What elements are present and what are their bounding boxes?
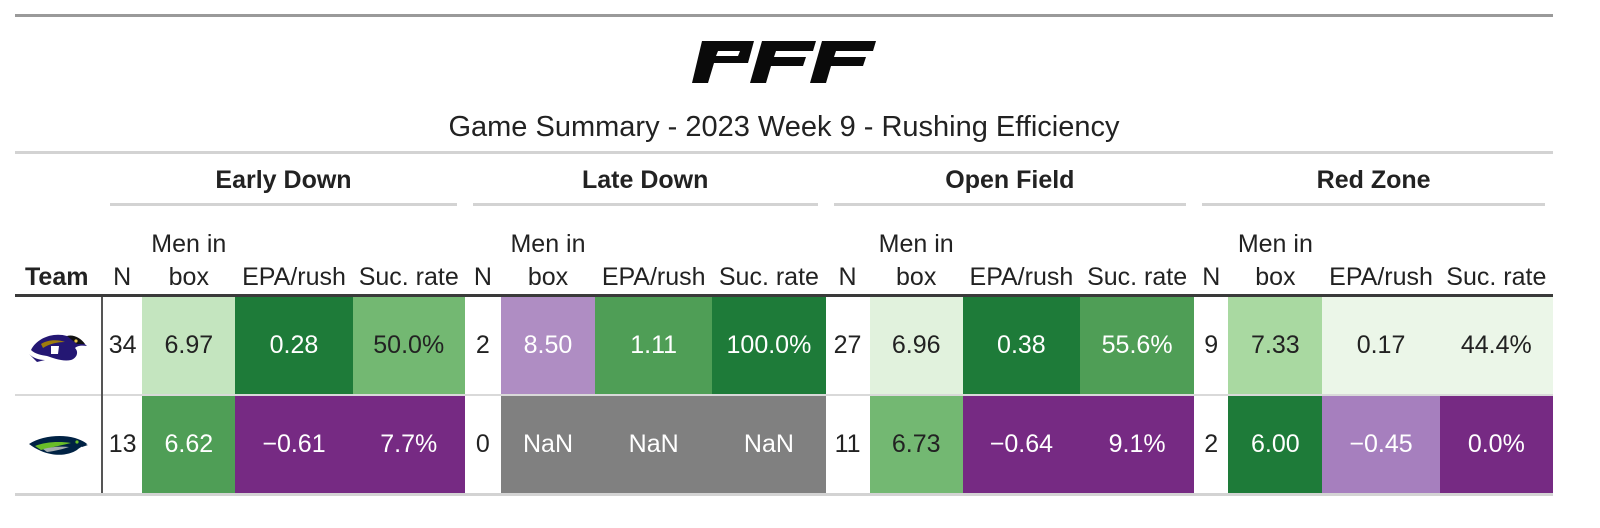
men-in-box-line1: Men in [1237, 230, 1313, 258]
cell-n: 2 [1194, 394, 1229, 496]
game-summary-card: Game Summary - 2023 Week 9 - Rushing Eff… [15, 14, 1553, 496]
cell-success-rate: 0.0% [1439, 394, 1553, 496]
cell-epa-rush: 0.17 [1322, 295, 1440, 395]
team-cell [15, 394, 104, 496]
column-header-team: Team [15, 206, 103, 297]
group-header-open-field: Open Field [826, 154, 1195, 206]
table-row: 34 6.97 0.28 50.0% 2 8.50 1.11 100.0% 27… [15, 295, 1553, 395]
ravens-logo-icon [29, 334, 88, 362]
men-in-box-line2: box [527, 263, 569, 291]
pff-logo [15, 17, 1553, 107]
cell-men-in-box: NaN [500, 394, 596, 496]
column-header-success-rate: Suc. rate [1080, 206, 1195, 297]
column-header-n: N [825, 206, 870, 297]
column-header-n: N [1194, 206, 1229, 297]
men-in-box-line1: Men in [151, 230, 227, 258]
cell-men-in-box: 6.62 [142, 394, 236, 496]
cell-success-rate: 55.6% [1080, 295, 1195, 395]
pff-logo-icon [692, 41, 876, 83]
top-divider [15, 14, 1553, 17]
cell-success-rate: 44.4% [1439, 295, 1553, 395]
cell-n: 27 [833, 331, 862, 359]
men-in-box-line2: box [1255, 263, 1296, 291]
column-header-epa-rush: EPA/rush [962, 206, 1080, 297]
cell-success-rate: NaN [712, 394, 826, 496]
cell-men-in-box: 7.33 [1228, 295, 1323, 395]
cell-n: 2 [475, 331, 490, 359]
team-group-spacer [15, 154, 102, 206]
column-header-epa-rush: EPA/rush [1322, 206, 1440, 297]
cell-men-in-box: 6.00 [1228, 394, 1323, 496]
column-header-epa-rush: EPA/rush [595, 206, 713, 297]
cell-men-in-box: 6.96 [869, 295, 963, 395]
cell-success-rate: 9.1% [1080, 394, 1195, 496]
group-header-early-down: Early Down [102, 154, 465, 206]
cell-n: 34 [108, 331, 137, 359]
seahawks-logo-icon [29, 435, 89, 455]
cell-epa-rush: 0.38 [962, 295, 1080, 395]
page-title: Game Summary - 2023 Week 9 - Rushing Eff… [448, 111, 1120, 143]
group-header-red-zone: Red Zone [1194, 154, 1553, 206]
cell-n: 11 [825, 394, 870, 496]
rushing-efficiency-table: Early Down Late Down Open Field Red Zone… [15, 154, 1553, 496]
cell-epa-rush: 0.28 [235, 295, 353, 395]
cell-success-rate: 100.0% [712, 295, 826, 395]
group-header-row: Early Down Late Down Open Field Red Zone [15, 154, 1553, 206]
column-header-men-in-box: Men in box [142, 206, 236, 297]
men-in-box-line2: box [168, 263, 209, 291]
column-header-men-in-box: Men in box [1228, 206, 1323, 297]
title-divider [15, 151, 1553, 154]
column-header-men-in-box: Men in box [500, 206, 596, 297]
cell-epa-rush: 1.11 [595, 295, 713, 395]
cell-n: 13 [102, 394, 143, 496]
cell-men-in-box: 6.73 [869, 394, 963, 496]
cell-success-rate: 50.0% [352, 295, 465, 395]
cell-men-in-box: 8.50 [500, 295, 596, 395]
column-header-row: Team N Men in box EPA/rush Suc. rate N Me… [15, 206, 1553, 297]
column-header-success-rate: Suc. rate [712, 206, 826, 297]
men-in-box-line1: Men in [510, 230, 586, 258]
cell-epa-rush: −0.61 [235, 394, 353, 496]
team-cell [15, 295, 104, 395]
cell-n: 0 [464, 394, 501, 496]
column-header-n: N [102, 206, 143, 297]
men-in-box-line2: box [896, 263, 937, 291]
group-header-late-down: Late Down [465, 154, 826, 206]
cell-epa-rush: NaN [595, 394, 713, 496]
cell-men-in-box: 6.97 [142, 295, 236, 395]
column-header-success-rate: Suc. rate [1439, 206, 1553, 297]
cell-n: 9 [1204, 331, 1219, 359]
cell-epa-rush: −0.64 [962, 394, 1080, 496]
men-in-box-line1: Men in [878, 230, 954, 258]
column-header-epa-rush: EPA/rush [235, 206, 353, 297]
column-header-success-rate: Suc. rate [352, 206, 465, 297]
cell-success-rate: 7.7% [352, 394, 465, 496]
column-header-men-in-box: Men in box [869, 206, 963, 297]
column-header-n: N [464, 206, 501, 297]
cell-epa-rush: −0.45 [1322, 394, 1440, 496]
table-row: 13 6.62 −0.61 7.7% 0 NaN NaN NaN 11 6.73… [15, 394, 1553, 496]
